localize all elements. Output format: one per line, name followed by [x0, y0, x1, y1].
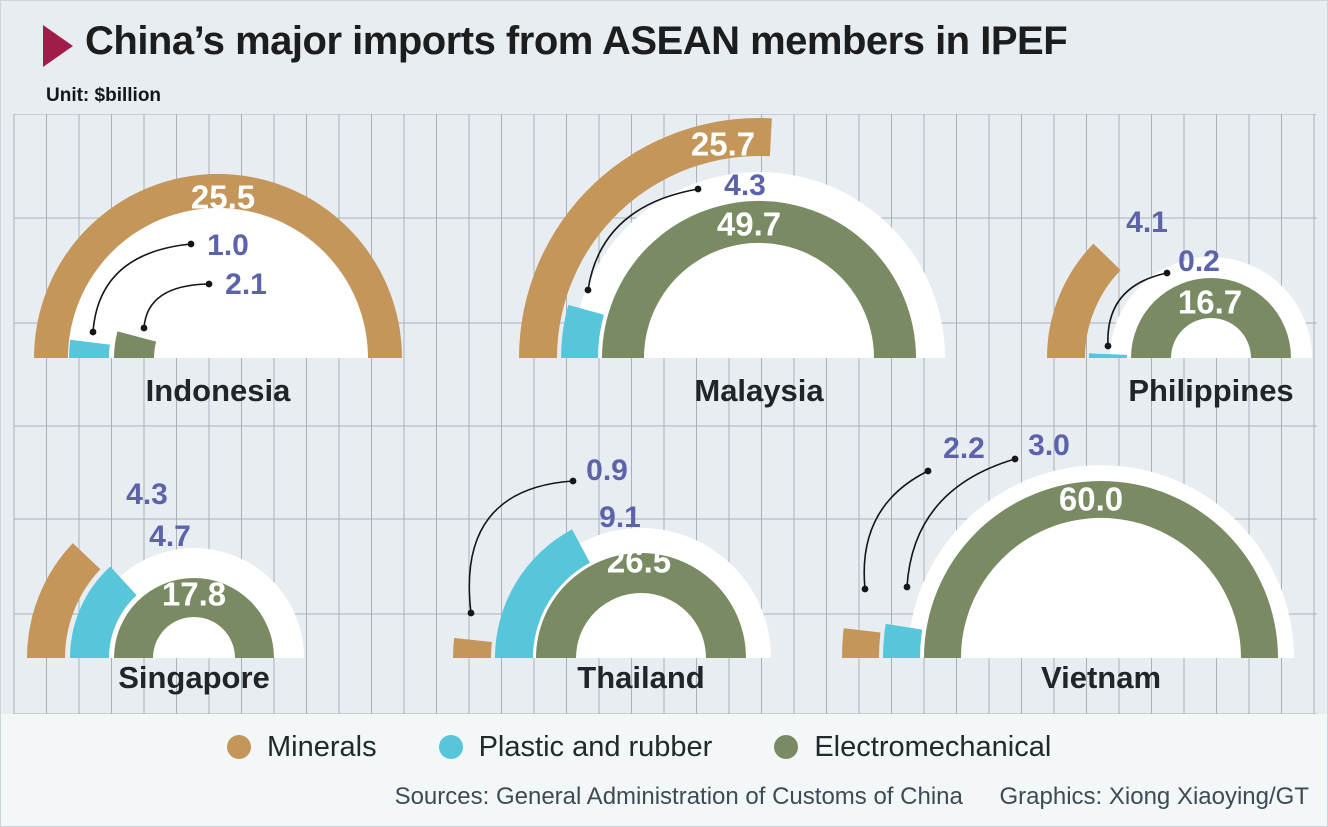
country-label-thailand: Thailand	[577, 660, 705, 695]
arc-thailand-minerals	[453, 637, 492, 658]
arc-singapore-electromechanical	[114, 578, 274, 658]
value-label-philippines-electromechanical: 16.7	[1177, 283, 1243, 321]
value-label-vietnam-minerals: 2.2	[943, 432, 985, 465]
arc-vietnam-minerals	[842, 628, 881, 658]
chart-philippines	[1047, 243, 1312, 358]
white-disk-indonesia	[68, 208, 368, 358]
chart-singapore	[27, 543, 304, 658]
arc-thailand-electromechanical	[536, 553, 746, 658]
leader-arrow-indonesia-0	[89, 240, 195, 336]
chart-area: 25.5 1.0 2.1 Indonesia 25.7 4.3 49.7 Malaysia 4.…	[1, 114, 1327, 714]
leader-arrow-philippines-0	[1104, 269, 1171, 350]
value-label-indonesia-electromechanical: 2.1	[225, 268, 267, 301]
graphics-credit: Graphics: Xiong Xiaoying/GT	[999, 783, 1309, 810]
value-label-philippines-plastic_and_rubber: 0.2	[1178, 245, 1220, 278]
arc-indonesia-electromechanical	[114, 331, 157, 358]
value-label-singapore-plastic_and_rubber: 4.7	[149, 520, 191, 553]
legend-swatch-icon	[774, 735, 799, 759]
value-label-vietnam-plastic_and_rubber: 3.0	[1028, 429, 1070, 462]
country-label-malaysia: Malaysia	[694, 373, 824, 408]
arc-indonesia-minerals	[33, 173, 402, 358]
legend: Minerals Plastic and rubber Electromechani…	[1, 714, 1327, 780]
arc-vietnam-plastic_and_rubber	[883, 623, 923, 658]
leader-arrow-vietnam-0	[861, 467, 932, 593]
legend-swatch-icon	[438, 735, 463, 759]
leader-arrow-thailand-0	[467, 477, 577, 617]
country-label-indonesia: Indonesia	[145, 373, 291, 408]
arc-philippines-electromechanical	[1131, 278, 1291, 358]
arc-malaysia-minerals	[519, 117, 772, 358]
sources-credit: Sources: General Administration of Custo…	[394, 783, 963, 810]
arc-malaysia-electromechanical	[601, 200, 917, 358]
chart-thailand	[453, 477, 771, 658]
unit-label: Unit: $billion	[46, 85, 162, 106]
legend-swatch-icon	[227, 735, 251, 759]
value-label-vietnam-electromechanical: 60.0	[1058, 480, 1124, 518]
country-label-singapore: Singapore	[118, 660, 270, 695]
charts-canvas	[13, 114, 1317, 714]
legend-item-plastic-and-rubber: Plastic and rubber	[438, 730, 713, 764]
arc-singapore-plastic_and_rubber	[70, 566, 137, 658]
value-label-philippines-minerals: 4.1	[1126, 206, 1168, 239]
value-label-thailand-minerals: 0.9	[586, 454, 628, 487]
legend-item-electromechanical: Electromechanical	[774, 731, 1051, 764]
value-label-singapore-electromechanical: 17.8	[161, 575, 227, 613]
value-label-thailand-plastic_and_rubber: 9.1	[599, 501, 641, 534]
chart-malaysia	[519, 117, 945, 358]
country-label-philippines: Philippines	[1128, 373, 1294, 408]
leader-arrow-malaysia-0	[584, 185, 702, 294]
legend-item-minerals: Minerals	[227, 731, 377, 764]
value-label-singapore-minerals: 4.3	[126, 478, 168, 511]
legend-label: Plastic and rubber	[478, 730, 713, 763]
value-label-malaysia-electromechanical: 49.7	[716, 205, 782, 243]
value-label-thailand-electromechanical: 26.5	[606, 542, 672, 580]
page-title: China’s major imports from ASEAN members…	[85, 19, 1068, 63]
leader-arrow-indonesia-1	[140, 280, 213, 332]
country-label-vietnam: Vietnam	[1040, 660, 1162, 695]
value-label-malaysia-minerals: 25.7	[690, 125, 756, 163]
footer: Sources: General Administration of Custo…	[395, 783, 1309, 811]
white-disk-malaysia	[573, 172, 945, 358]
header: China’s major imports from ASEAN members…	[1, 1, 1327, 114]
value-label-indonesia-plastic_and_rubber: 1.0	[207, 229, 249, 262]
arc-singapore-minerals	[27, 543, 101, 658]
chart-indonesia	[33, 173, 402, 358]
leader-arrow-vietnam-1	[903, 455, 1019, 591]
arc-thailand-plastic_and_rubber	[495, 529, 590, 658]
value-label-indonesia-minerals: 25.5	[190, 178, 256, 216]
chart-vietnam	[842, 455, 1294, 658]
legend-label: Electromechanical	[814, 730, 1052, 763]
arc-vietnam-electromechanical	[924, 481, 1278, 658]
title-pointer-icon	[43, 25, 73, 67]
value-label-malaysia-plastic_and_rubber: 4.3	[724, 169, 766, 202]
arc-philippines-plastic_and_rubber	[1089, 353, 1128, 358]
arc-malaysia-plastic_and_rubber	[561, 304, 604, 358]
legend-label: Minerals	[267, 730, 377, 763]
arc-philippines-minerals	[1047, 243, 1121, 358]
arc-indonesia-plastic_and_rubber	[69, 339, 110, 358]
